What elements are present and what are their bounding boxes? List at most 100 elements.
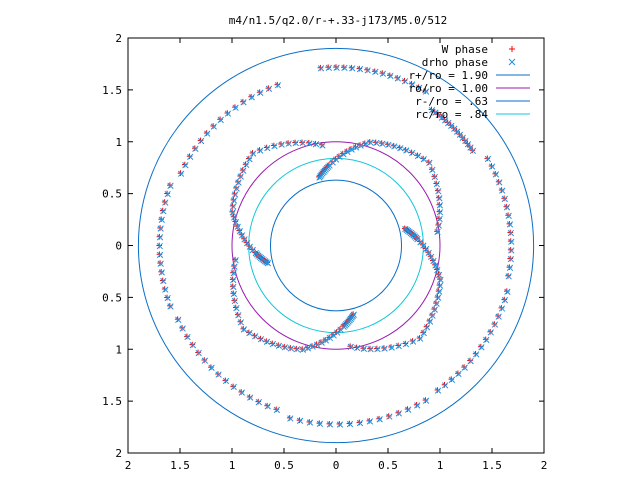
drho-phase-point [395, 410, 403, 417]
drho-phase-point [498, 305, 506, 312]
drho-phase-point [222, 377, 230, 385]
drho-phase-point [505, 212, 512, 220]
drho-phase-point [306, 140, 313, 147]
drho-phase-point [356, 66, 364, 73]
drho-phase-point [435, 188, 442, 195]
drho-phase-point [247, 394, 254, 401]
drho-phase-point [336, 421, 344, 428]
drho-phase-point [386, 413, 393, 420]
drho-phase-point [157, 260, 164, 267]
drho-phase-point [433, 300, 440, 307]
drho-phase-point [257, 336, 265, 343]
drho-phase-point [156, 234, 164, 241]
y-tick-label: 0.5 [102, 188, 122, 201]
drho-phase-point [230, 283, 237, 291]
drho-phase-point [179, 325, 186, 332]
drho-phase-point [217, 116, 224, 124]
drho-phase-point [356, 419, 364, 427]
drho-phase-point [376, 416, 383, 423]
drho-phase-point [189, 342, 197, 349]
drho-phase-point [431, 306, 438, 313]
drho-phase-point [156, 251, 164, 259]
drho-phase-point [397, 145, 404, 152]
drho-phase-point [316, 420, 324, 427]
drho-phase-point [503, 204, 511, 211]
legend-label: drho phase [422, 56, 488, 69]
drho-phase-point [235, 312, 242, 319]
drho-phase-point [435, 271, 443, 278]
drho-phase-point [287, 415, 294, 422]
drho-phase-point [317, 65, 325, 72]
drho-phase-point [333, 64, 340, 71]
drho-phase-point [312, 141, 320, 148]
drho-phase-point [426, 159, 433, 166]
x-tick-label: 1 [437, 459, 444, 472]
circle-2 [269, 179, 403, 312]
drho-phase-point [231, 263, 238, 270]
drho-phase-point [319, 142, 326, 149]
drho-phase-point [269, 340, 277, 348]
drho-phase-point [243, 240, 251, 247]
drho-phase-point [230, 270, 237, 277]
x-tick-label: 0 [333, 459, 340, 472]
legend-label: W phase [442, 43, 488, 56]
x-tick-label: 1.5 [170, 459, 190, 472]
drho-phase-point [416, 335, 424, 342]
drho-phase-point [293, 346, 301, 353]
drho-phase-point [352, 144, 360, 151]
drho-phase-point [240, 167, 247, 174]
drho-phase-point [491, 321, 499, 328]
drho-phase-point [175, 316, 182, 323]
drho-phase-point [348, 146, 355, 153]
drho-phase-point [264, 403, 271, 410]
legend-label: ro/ro = 1.00 [409, 82, 488, 95]
drho-phase-point [158, 216, 165, 223]
drho-phase-point [230, 290, 238, 298]
drho-phase-point [238, 232, 246, 239]
drho-phase-point [346, 420, 354, 428]
drho-phase-point [265, 85, 273, 92]
drho-phase-point [204, 130, 211, 137]
drho-phase-point [318, 339, 325, 346]
drho-phase-point [428, 106, 436, 114]
drho-phase-point [381, 345, 388, 352]
drho-phase-point [182, 162, 189, 169]
drho-phase-point [385, 141, 392, 149]
drho-phase-point [425, 249, 432, 257]
x-tick-label: 2 [125, 459, 132, 472]
drho-phase-point [235, 179, 242, 186]
y-tick-label: 1 [115, 136, 122, 149]
drho-phase-point [422, 397, 430, 404]
drho-phase-point [429, 166, 436, 174]
drho-phase-point [367, 139, 374, 146]
drho-phase-point [405, 406, 412, 413]
drho-phase-point [157, 225, 164, 232]
drho-phase-point [403, 147, 410, 154]
drho-phase-point [349, 65, 356, 72]
axis-ticks: 2 1.5 1 0.5 0 0.5 1 1.5 221.510.500.511.52 [102, 32, 547, 472]
drho-phase-point [469, 147, 477, 155]
drho-phase-point [233, 304, 240, 312]
drho-phase-point [484, 155, 492, 163]
circle-3 [248, 157, 424, 334]
drho-phase-point [409, 81, 416, 88]
x-tick-label: 1 [229, 459, 236, 472]
drho-phase-point [506, 221, 514, 228]
drho-phase-point [435, 111, 442, 119]
drho-phase-point [273, 406, 281, 414]
drho-phase-point [344, 148, 351, 155]
x-tick-label: 1.5 [482, 459, 502, 472]
drho-phase-point [285, 140, 292, 147]
drho-phase-point [340, 151, 347, 158]
drho-phase-point [240, 326, 248, 333]
drho-phase-point [234, 223, 241, 230]
drho-phase-point [430, 257, 437, 265]
drho-phase-point [197, 137, 205, 145]
drho-phase-point [495, 313, 502, 320]
drho-phase-point [391, 143, 398, 150]
drho-phase-point [274, 82, 282, 89]
drho-phase-point [432, 262, 439, 269]
drho-phase-point [322, 337, 330, 344]
drho-phase-point [508, 247, 515, 254]
drho-phase-point [224, 110, 232, 117]
